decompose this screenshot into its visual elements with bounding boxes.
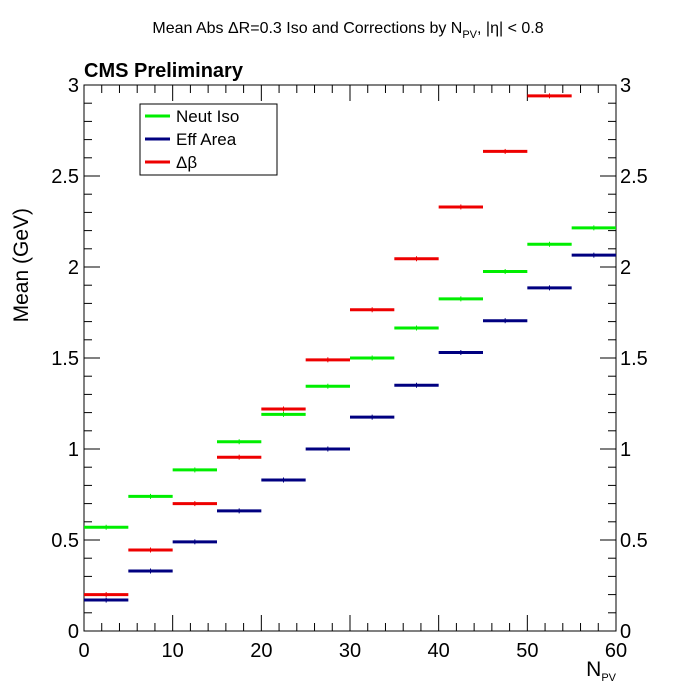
chart-title: Mean Abs ΔR=0.3 Iso and Corrections by N… xyxy=(152,20,543,41)
x-tick-label: 20 xyxy=(250,640,272,662)
x-tick-label: 50 xyxy=(516,640,538,662)
y-tick-label-right: 2.5 xyxy=(620,166,648,188)
y-tick-label-left: 3 xyxy=(68,75,79,97)
legend-label-eff-area: Eff Area xyxy=(176,130,237,149)
series-1 xyxy=(84,252,616,603)
series-0 xyxy=(84,225,616,530)
title-post: , |η| < 0.8 xyxy=(477,20,544,37)
y-tick-label-right: 0.5 xyxy=(620,530,648,552)
title-pre: Mean Abs xyxy=(152,20,228,37)
y-tick-label-left: 0 xyxy=(68,621,79,643)
y-tick-label-right: 0 xyxy=(620,621,631,643)
x-axis-label-main: N xyxy=(586,658,601,681)
y-tick-label-left: 2 xyxy=(68,257,79,279)
x-tick-label: 10 xyxy=(162,640,184,662)
series-layer xyxy=(84,93,616,603)
x-tick-label: 40 xyxy=(428,640,450,662)
y-tick-label-right: 2 xyxy=(620,257,631,279)
title-sub: PV xyxy=(462,29,477,41)
axis-ticks xyxy=(83,84,617,632)
y-tick-label-right: 3 xyxy=(620,75,631,97)
x-tick-label: 30 xyxy=(339,640,361,662)
legend-label-delta-beta: Δβ xyxy=(176,153,197,172)
y-tick-label-left: 2.5 xyxy=(51,166,79,188)
tick-labels: 0 10 20 30 40 50 600 00.5 0.51 11.5 1.52 22.5 2.53 3 xyxy=(51,75,648,662)
y-axis-label: Mean (GeV) xyxy=(10,208,33,322)
y-tick-label-left: 1.5 xyxy=(51,348,79,370)
title-delta: Δ xyxy=(228,20,239,37)
y-tick-label-right: 1 xyxy=(620,439,631,461)
x-axis-label-sub: PV xyxy=(601,672,616,684)
legend: Neut Iso Eff Area Δβ xyxy=(139,103,278,176)
x-tick-label: 60 xyxy=(605,640,627,662)
title-mid: R=0.3 Iso and Corrections by N xyxy=(239,20,463,37)
series-2 xyxy=(84,93,572,598)
y-tick-label-left: 1 xyxy=(68,439,79,461)
cms-label: CMS Preliminary xyxy=(84,60,244,82)
y-tick-label-left: 0.5 xyxy=(51,530,79,552)
x-tick-label: 0 xyxy=(78,640,89,662)
x-axis-label: NPV xyxy=(586,658,617,684)
y-tick-label-right: 1.5 xyxy=(620,348,648,370)
legend-label-neut-iso: Neut Iso xyxy=(176,107,239,126)
